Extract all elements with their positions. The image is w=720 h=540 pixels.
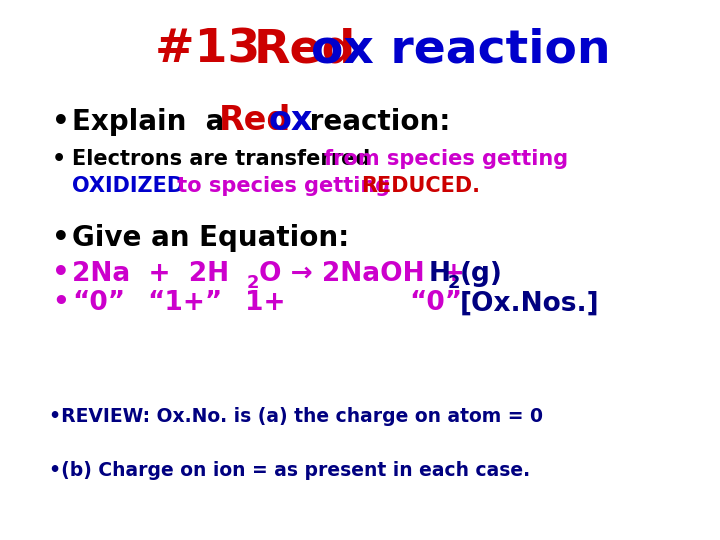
Text: Red: Red	[253, 27, 356, 72]
Text: Red: Red	[219, 104, 291, 137]
Text: REDUCED.: REDUCED.	[361, 176, 480, 195]
Text: ox reaction: ox reaction	[311, 27, 611, 72]
Text: [Ox.Nos.]: [Ox.Nos.]	[459, 291, 599, 316]
Text: 2: 2	[448, 274, 460, 292]
Text: H: H	[428, 261, 451, 287]
Text: OXIDIZED: OXIDIZED	[72, 176, 184, 195]
Text: (g): (g)	[459, 261, 503, 287]
Text: •REVIEW: Ox.No. is (a) the charge on atom = 0: •REVIEW: Ox.No. is (a) the charge on ato…	[49, 407, 543, 426]
Text: Give an Equation:: Give an Equation:	[72, 224, 349, 252]
Text: reaction:: reaction:	[300, 107, 450, 136]
Text: “0”: “0”	[409, 291, 462, 316]
Text: ox: ox	[269, 104, 313, 137]
Text: •: •	[52, 107, 70, 136]
Text: 1+: 1+	[245, 291, 285, 316]
Text: •: •	[52, 259, 70, 287]
Text: Electrons are transferred: Electrons are transferred	[72, 148, 377, 168]
Text: •: •	[52, 224, 70, 252]
Text: from species getting: from species getting	[324, 148, 568, 168]
Text: to species getting: to species getting	[170, 176, 397, 195]
Text: “0”: “0”	[72, 291, 125, 316]
Text: Explain  a: Explain a	[72, 107, 234, 136]
Text: •(b) Charge on ion = as present in each case.: •(b) Charge on ion = as present in each …	[49, 461, 530, 480]
Text: O → 2NaOH  +: O → 2NaOH +	[259, 261, 474, 287]
Text: •: •	[52, 148, 66, 168]
Text: #13: #13	[155, 27, 276, 72]
Text: •: •	[52, 291, 68, 316]
Text: 2: 2	[247, 274, 259, 292]
Text: “1+”: “1+”	[148, 291, 223, 316]
Text: 2Na  +  2H: 2Na + 2H	[72, 261, 229, 287]
